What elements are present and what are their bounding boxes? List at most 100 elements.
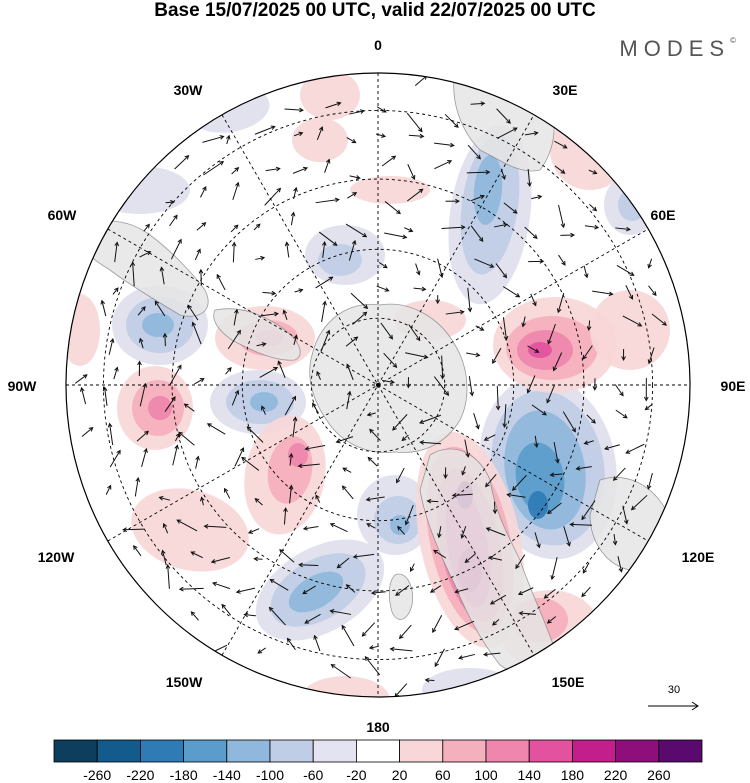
wind-arrow-shaft [199,186,207,198]
wind-arrow-head [276,187,282,193]
wind-arrow-head [162,522,168,528]
wind-arrow-head [321,240,327,246]
wind-arrow-shaft [376,106,387,113]
wind-arrow-shaft [227,330,241,350]
wind-arrow-head [297,463,303,469]
wind-arrow-shaft [648,258,653,268]
wind-arrow-shaft [383,352,397,368]
wind-arrow-shaft [212,582,231,590]
colorbar-tick-label: 20 [391,767,408,783]
anomaly-blob [288,571,344,613]
wind-arrow-shaft [614,384,624,396]
wind-arrow-head [592,386,598,391]
wind-arrow-shaft [622,315,642,327]
latitude-circle [102,109,654,661]
wind-arrow-head [191,321,197,327]
wind-arrow-shaft [202,135,224,143]
wind-arrow-shaft [401,434,409,441]
wind-arrow-head [608,291,614,297]
wind-arrow-shaft [232,242,235,263]
wind-arrow-head [637,322,643,327]
anomaly-blob [131,488,249,572]
wind-arrow-head [618,567,624,573]
wind-arrow-shaft [292,167,308,174]
wind-arrow-head [260,255,266,261]
wind-arrow-shaft [108,338,114,355]
wind-arrow-shaft [230,224,239,233]
wind-arrow-shaft [277,361,286,379]
wind-arrow-shaft [382,380,394,383]
wind-arrow-head [279,549,284,554]
wind-arrow-shaft [113,367,118,380]
wind-arrow-head [433,549,438,555]
wind-arrow-head [347,390,352,396]
wind-arrow-head [330,664,336,669]
wind-arrow-head [592,206,598,212]
wind-arrow-shaft [133,545,142,557]
wind-arrow-head [273,367,279,372]
wind-arrow-head [396,209,401,215]
wind-arrow-head [341,624,346,630]
wind-arrow-shaft [581,500,596,520]
wind-arrow-shaft [512,474,527,491]
wind-arrow-shaft [353,553,375,558]
wind-arrow-head [130,261,136,267]
wind-arrow-shaft [254,125,275,135]
wind-arrow-shaft [490,594,507,605]
wind-arrow-shaft [167,565,170,589]
wind-arrow-shaft [495,263,507,278]
land-mass [78,220,209,317]
wind-arrow-head [451,492,457,498]
wind-arrow-shaft [531,195,542,200]
wind-arrow-shaft [101,300,107,317]
wind-arrow-shaft [287,638,296,651]
wind-arrow-shaft [246,426,264,443]
wind-arrow-head [224,487,229,493]
wind-arrow-head [515,564,520,570]
wind-arrow-head [275,166,281,172]
wind-arrow-shaft [454,620,475,630]
wind-arrow-shaft [224,488,231,499]
wind-arrow-shaft [500,168,506,180]
wind-arrow-shaft [470,195,485,202]
wind-arrow-shaft [330,523,348,533]
wind-arrow-shaft [588,320,591,330]
wind-arrow-head [483,436,489,441]
map-border [65,72,691,698]
wind-arrow-shaft [248,528,260,534]
anomaly-blob [288,443,308,467]
wind-arrow-shaft [231,167,239,175]
wind-arrow-head [423,354,429,360]
wind-arrow-shaft [464,553,476,563]
wind-arrow-head [144,430,149,436]
wind-arrow-shaft [441,226,465,229]
wind-arrow-shaft [582,562,590,574]
anomaly-blob [528,342,552,358]
wind-arrow-head [459,309,465,315]
wind-arrow-head [434,662,439,668]
wind-arrow-head [255,223,261,229]
wind-arrow-head [592,169,598,175]
wind-arrow-shaft [380,322,393,340]
colorbar-tick-label: 100 [474,767,498,783]
wind-arrow-shaft [527,345,539,353]
wind-arrow-shaft [378,261,388,269]
wind-arrow-head [537,194,543,200]
wind-arrow-shaft [507,494,526,498]
wind-arrow-shaft [554,140,567,149]
wind-arrow-head [583,273,589,279]
wind-arrow-shaft [294,289,303,293]
wind-arrow-head [325,329,331,335]
wind-arrow-head [437,533,442,539]
wind-arrow-head [336,101,342,107]
wind-arrow-head [227,367,232,372]
wind-arrow-shaft [468,376,473,396]
wind-arrow-head [100,299,106,305]
anomaly-blob [142,313,174,337]
wind-arrow-shaft [284,108,303,111]
wind-arrow-head [461,470,466,476]
wind-arrow-head [384,287,390,292]
wind-arrow-head [216,273,221,279]
wind-arrow-shaft [314,635,321,652]
wind-arrow-shaft [233,309,238,326]
